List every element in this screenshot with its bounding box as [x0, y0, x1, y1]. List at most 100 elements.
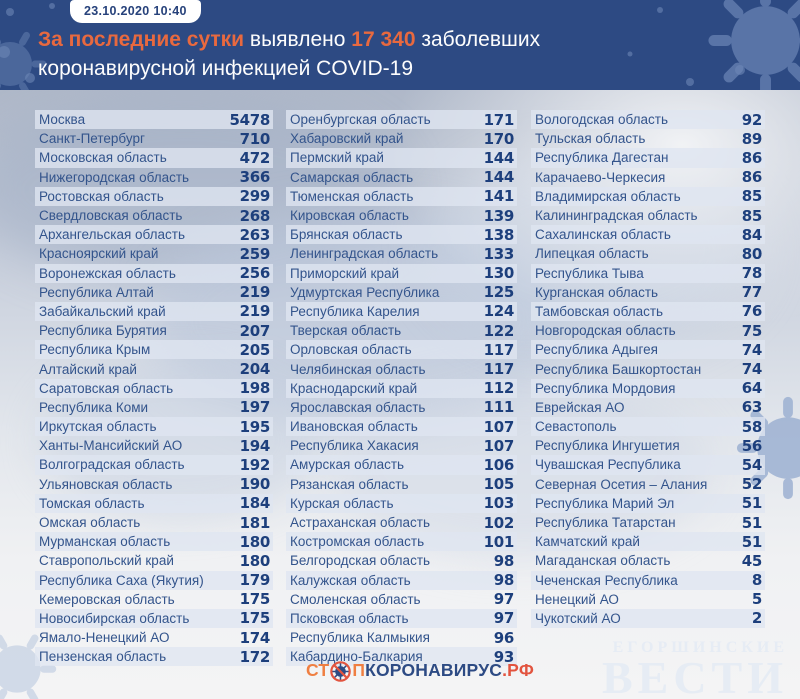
region-value: 5478: [229, 110, 270, 129]
table-row: Курганская область 77: [531, 283, 765, 302]
table-row: Сахалинская область 84: [531, 225, 765, 245]
region-value: 51: [741, 532, 763, 551]
region-name: Приморский край: [290, 265, 400, 281]
region-value: 180: [239, 551, 271, 570]
region-name: Чувашская Республика: [535, 457, 681, 473]
region-name: Еврейская АО: [535, 399, 625, 415]
table-row: Ханты-Мансийский АО 194: [35, 436, 273, 455]
region-name: Республика Дагестан: [535, 150, 669, 166]
table-row: Красноярский край 259: [35, 244, 273, 263]
logo-stop-suffix: П: [352, 660, 366, 680]
region-name: Свердловская область: [39, 208, 183, 224]
region-name: Иркутская область: [39, 419, 157, 435]
region-value: 138: [483, 225, 515, 244]
timestamp-badge: 23.10.2020 10:40: [70, 0, 201, 23]
region-name: Кемеровская область: [39, 591, 175, 607]
table-row: Смоленская область 97: [286, 590, 517, 609]
regions-table: Москва 5478 Санкт-Петербург 710 Московская о…: [35, 110, 765, 667]
region-name: Республика Карелия: [290, 303, 420, 319]
region-value: 5: [751, 590, 762, 609]
table-row: Псковская область 97: [286, 608, 517, 629]
table-row: Республика Марий Эл 51: [531, 493, 765, 513]
region-value: 299: [239, 187, 271, 206]
region-name: Курская область: [290, 495, 394, 511]
region-value: 144: [483, 168, 515, 187]
region-name: Волгоградская область: [39, 457, 185, 473]
region-value: 179: [239, 571, 271, 590]
virus-prohibition-icon: [330, 661, 352, 682]
region-name: Астраханская область: [290, 515, 431, 531]
table-row: Ставропольский край 180: [35, 551, 273, 570]
table-row: Республика Адыгея 74: [531, 340, 765, 360]
region-value: 195: [239, 417, 271, 436]
region-value: 710: [239, 129, 271, 148]
region-value: 111: [483, 398, 515, 417]
region-name: Тверская область: [290, 323, 402, 339]
headline-highlight-period: За последние сутки: [38, 28, 245, 51]
table-row: Нижегородская область 366: [35, 168, 273, 187]
table-row: Кемеровская область 175: [35, 590, 273, 609]
table-row: Камчатский край 51: [531, 532, 765, 552]
region-name: Республика Алтай: [39, 284, 154, 300]
table-row: Новгородская область 75: [531, 321, 765, 340]
region-value: 174: [239, 628, 271, 647]
region-name: Ханты-Мансийский АО: [39, 438, 183, 454]
region-value: 180: [239, 532, 271, 551]
region-value: 106: [483, 455, 515, 474]
table-row: Республика Крым 205: [35, 340, 273, 360]
region-value: 130: [483, 264, 515, 283]
region-value: 98: [493, 571, 515, 590]
region-value: 133: [483, 244, 515, 263]
region-name: Кабардино-Балкария: [290, 649, 423, 665]
region-value: 74: [741, 360, 763, 379]
region-value: 107: [483, 417, 515, 436]
region-name: Омская область: [39, 515, 141, 531]
region-value: 139: [483, 206, 515, 225]
region-name: Тульская область: [535, 131, 646, 147]
region-name: Новгородская область: [535, 323, 676, 339]
region-name: Сахалинская область: [535, 227, 671, 243]
region-value: 472: [239, 148, 271, 167]
region-name: Республика Крым: [39, 342, 151, 358]
region-name: Северная Осетия – Алания: [535, 476, 708, 492]
region-value: 74: [741, 340, 763, 359]
table-row: Забайкальский край 219: [35, 301, 273, 322]
table-row: Тверская область 122: [286, 321, 517, 340]
logo-domain-text: .РФ: [502, 660, 534, 680]
region-name: Тамбовская область: [535, 303, 664, 319]
region-name: Костромская область: [290, 534, 425, 550]
table-row: Брянская область 138: [286, 225, 517, 245]
region-value: 80: [741, 244, 763, 263]
region-value: 107: [483, 436, 515, 455]
table-row: Республика Саха (Якутия) 179: [35, 570, 273, 590]
headline-text: заболевших: [415, 28, 541, 51]
region-value: 89: [741, 129, 763, 148]
table-row: Краснодарский край 112: [286, 378, 517, 398]
region-name: Севастополь: [535, 419, 617, 435]
region-name: Чукотский АО: [535, 610, 621, 626]
region-name: Санкт-Петербург: [39, 131, 145, 147]
region-name: Новосибирская область: [39, 610, 190, 626]
region-value: 85: [741, 187, 763, 206]
region-value: 171: [483, 110, 515, 129]
region-value: 268: [239, 206, 271, 225]
region-value: 102: [483, 513, 515, 532]
table-row: Орловская область 117: [286, 340, 517, 360]
table-row: Владимирская область 85: [531, 186, 765, 206]
region-name: Краснодарский край: [290, 380, 418, 396]
table-row: Еврейская АО 63: [531, 398, 765, 417]
headline: За последние сутки выявлено 17 340 забол…: [38, 25, 540, 83]
region-name: Республика Ингушетия: [535, 438, 680, 454]
region-name: Республика Коми: [39, 399, 149, 415]
region-name: Пензенская область: [39, 649, 167, 665]
logo-stop-prefix: СТ: [306, 660, 330, 680]
region-name: Ненецкий АО: [535, 591, 619, 607]
region-name: Саратовская область: [39, 380, 174, 396]
region-name: Республика Татарстан: [535, 515, 676, 531]
region-value: 192: [239, 455, 271, 474]
region-value: 93: [493, 647, 515, 666]
region-name: Республика Адыгея: [535, 342, 658, 358]
region-name: Ямало-Ненецкий АО: [39, 630, 170, 646]
region-name: Москва: [39, 112, 86, 128]
table-row: Москва 5478: [35, 110, 273, 130]
